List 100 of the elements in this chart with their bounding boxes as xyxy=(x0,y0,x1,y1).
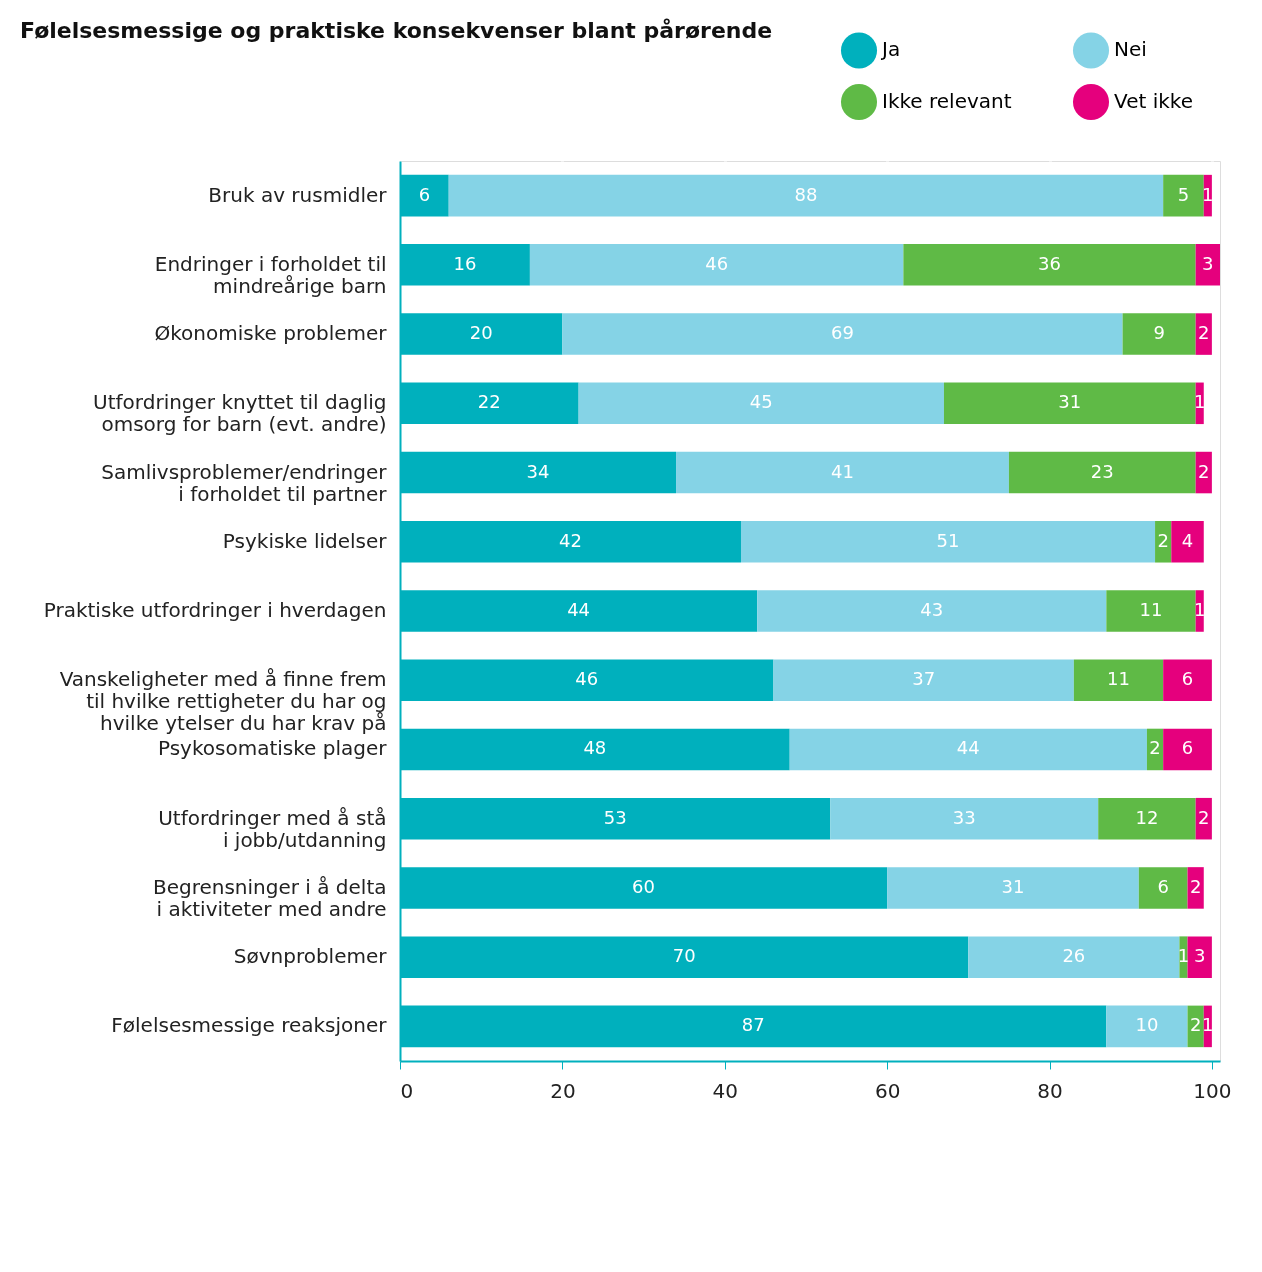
legend-label: Nei xyxy=(1114,37,1147,62)
data-label: 10 xyxy=(1135,1014,1159,1036)
data-label: 2 xyxy=(1198,322,1210,344)
bar xyxy=(757,590,1107,632)
y-tick-label: Begrensninger i å delta i aktiviteter med andre xyxy=(152,874,387,921)
data-label: 88 xyxy=(794,183,818,205)
data-label: 4 xyxy=(1181,529,1194,551)
data-label: 36 xyxy=(1038,252,1061,274)
y-tick-label: Bruk av rusmidler xyxy=(208,182,388,207)
data-label: 44 xyxy=(956,737,980,759)
data-label: 43 xyxy=(920,599,944,620)
bar xyxy=(968,936,1180,978)
data-label: 2 xyxy=(1189,1014,1202,1036)
data-label: 1 xyxy=(1202,183,1214,205)
y-tick-label: Psykiske lidelser xyxy=(222,528,388,553)
data-label: 60 xyxy=(632,875,656,897)
bar xyxy=(903,244,1196,286)
bar xyxy=(887,867,1139,909)
data-label: 1 xyxy=(1193,599,1206,620)
x-tick-label: 60 xyxy=(874,1078,901,1103)
bar xyxy=(529,244,904,286)
bar xyxy=(1138,867,1188,909)
data-label: 3 xyxy=(1193,945,1206,967)
bar xyxy=(1163,659,1212,701)
y-tick-label: Samlivsproblemer/endringer i forholdet til partner xyxy=(101,459,388,506)
data-label: 31 xyxy=(1058,391,1082,413)
bar xyxy=(830,797,1099,840)
bar xyxy=(1122,313,1196,355)
x-tick-label: 100 xyxy=(1193,1078,1232,1103)
data-label: 2 xyxy=(1189,875,1202,897)
data-label: 2 xyxy=(1149,737,1161,759)
data-label: 45 xyxy=(749,391,773,413)
data-label: 48 xyxy=(583,737,607,759)
data-label: 46 xyxy=(705,252,729,274)
data-label: 3 xyxy=(1202,252,1214,274)
bar xyxy=(448,174,1164,217)
x-tick-label: 20 xyxy=(550,1078,576,1103)
data-label: 6 xyxy=(1181,668,1194,690)
data-label: 44 xyxy=(567,599,591,620)
data-label: 70 xyxy=(672,945,696,967)
bar xyxy=(562,313,1123,355)
data-label: 53 xyxy=(603,806,627,828)
y-tick-label: Søvnproblemer xyxy=(233,944,388,969)
data-label: 33 xyxy=(952,806,976,828)
data-label: 16 xyxy=(453,252,477,274)
data-label: 51 xyxy=(936,529,960,551)
data-label: 5 xyxy=(1177,183,1190,205)
x-tick-label: 0 xyxy=(400,1078,414,1103)
data-label: 22 xyxy=(477,391,501,413)
bar xyxy=(1163,174,1204,217)
data-label: 2 xyxy=(1157,529,1169,551)
bar xyxy=(1106,590,1196,632)
bar xyxy=(1171,521,1204,563)
bar xyxy=(1163,728,1212,771)
bar xyxy=(1187,936,1212,978)
data-label: 37 xyxy=(912,668,936,690)
x-tick-label: 40 xyxy=(712,1078,738,1103)
data-label: 9 xyxy=(1153,322,1165,344)
legend-label: Vet ikke xyxy=(1114,89,1193,113)
data-label: 46 xyxy=(575,668,599,690)
data-label: 2 xyxy=(1198,460,1210,482)
bar xyxy=(1073,659,1164,701)
bar xyxy=(789,728,1147,771)
data-label: 42 xyxy=(559,529,582,551)
x-tick-label: 80 xyxy=(1037,1078,1063,1103)
y-tick-label: Endringer i forholdet til mindreårige barn xyxy=(154,251,387,298)
data-label: 12 xyxy=(1135,806,1159,828)
chart-title: Følelsesmessige og praktiske konsekvenser blant pårørende xyxy=(20,18,773,43)
legend-label: Ja xyxy=(880,37,901,62)
bar xyxy=(676,451,1009,494)
legend-label: Ikke relevant xyxy=(882,89,1012,113)
data-label: 1 xyxy=(1202,1014,1214,1036)
data-label: 11 xyxy=(1139,599,1163,620)
data-label: 2 xyxy=(1198,806,1210,828)
data-label: 11 xyxy=(1107,668,1130,690)
bar xyxy=(578,382,944,425)
bar xyxy=(740,521,1156,563)
data-label: 41 xyxy=(831,460,854,482)
data-label: 23 xyxy=(1090,460,1114,482)
data-label: 31 xyxy=(1001,875,1025,897)
data-label: 1 xyxy=(1193,391,1206,413)
bar xyxy=(1106,1005,1188,1048)
data-label: 87 xyxy=(741,1014,765,1036)
bar xyxy=(1098,797,1196,840)
bar xyxy=(773,659,1074,701)
y-tick-label: Følelsesmessige reaksjoner xyxy=(111,1013,388,1038)
y-tick-label: Økonomiske problemer xyxy=(154,321,388,346)
y-tick-label: Vanskeligheter med å finne frem til hvilke rettigheter du har og hvilke ytelser du har krav på xyxy=(59,667,387,736)
data-label: 6 xyxy=(1157,875,1169,897)
data-label: 6 xyxy=(1181,737,1194,759)
y-tick-label: Utfordringer med å stå i jobb/utdanning xyxy=(158,805,387,852)
data-label: 34 xyxy=(526,460,550,482)
bar xyxy=(943,382,1196,425)
bar xyxy=(1008,451,1196,494)
data-label: 69 xyxy=(831,322,854,344)
data-label: 20 xyxy=(469,322,493,344)
y-tick-label: Utfordringer knyttet til daglig omsorg for barn (evt. andre) xyxy=(93,390,387,437)
y-tick-label: Psykosomatiske plager xyxy=(157,736,388,761)
y-tick-label: Praktiske utfordringer i hverdagen xyxy=(43,598,387,622)
bar xyxy=(1195,244,1220,286)
